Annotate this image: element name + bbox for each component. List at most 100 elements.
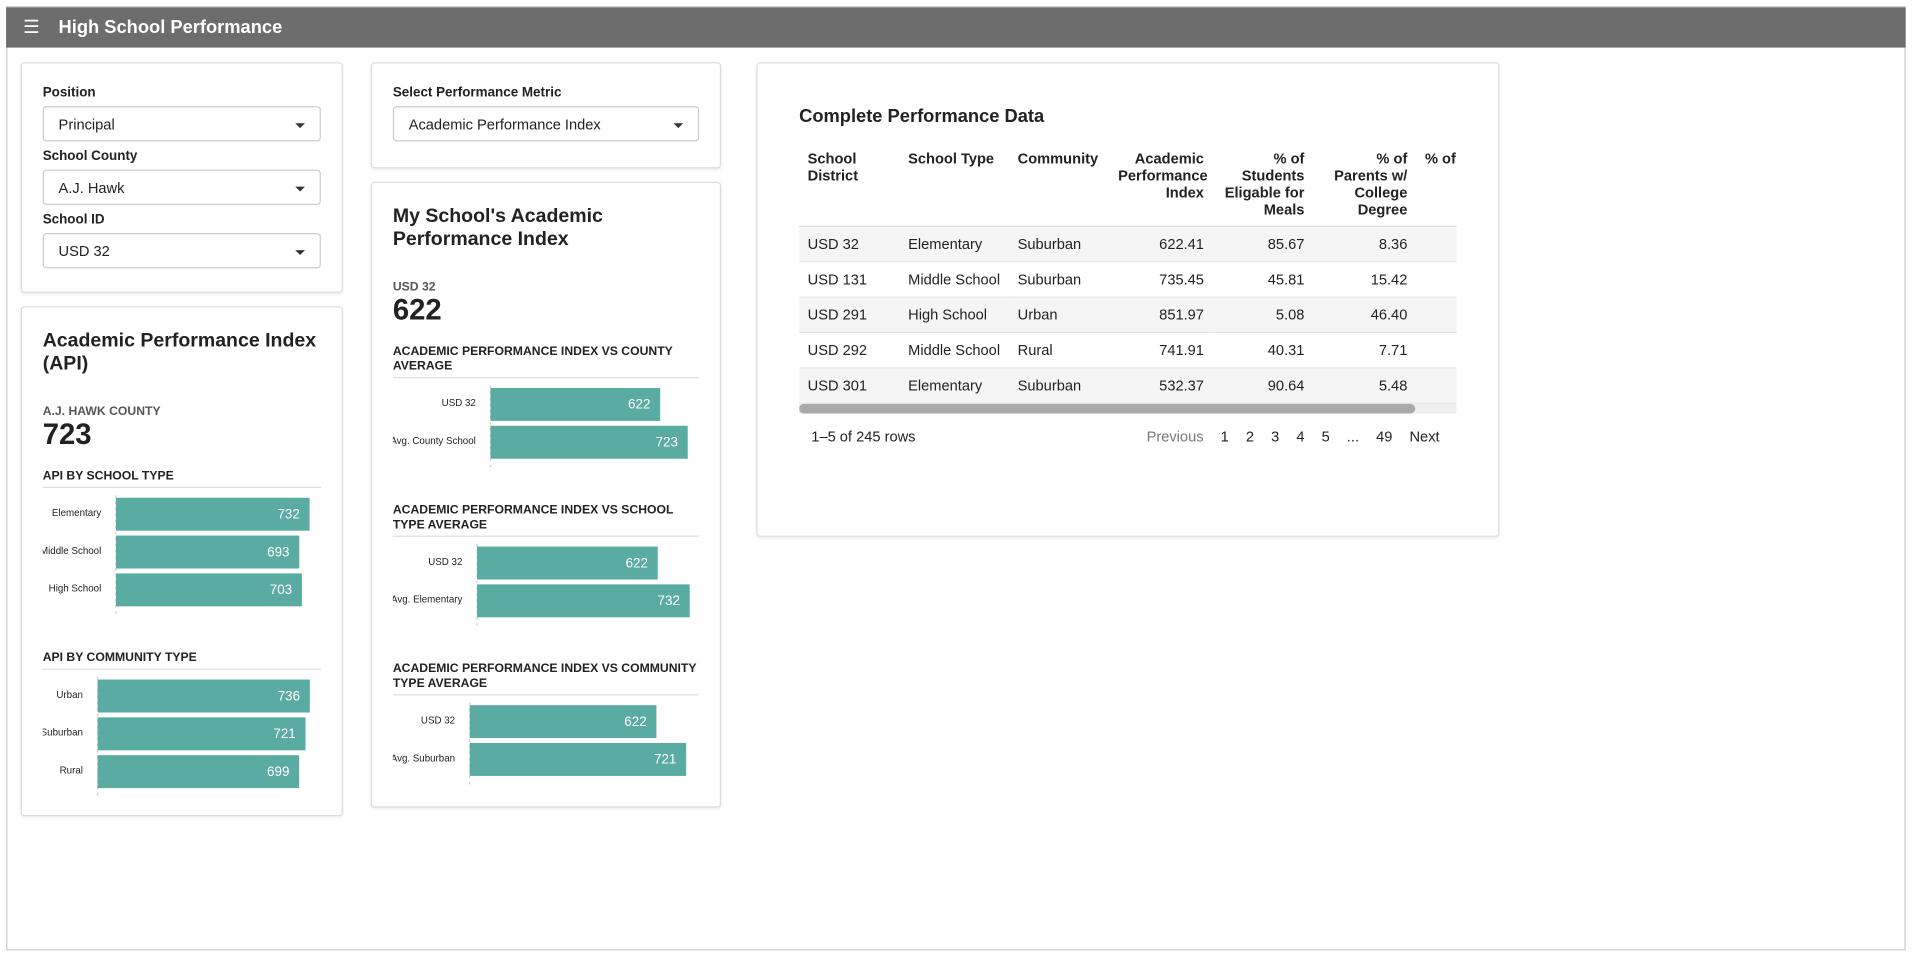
table-row: USD 292 Middle School Rural 741.91 40.31 7.71 xyxy=(799,332,1457,369)
category-label: Suburban xyxy=(43,728,83,739)
bar xyxy=(469,705,657,739)
value-label: 732 xyxy=(277,507,299,522)
card-sublabel: USD 32 xyxy=(392,280,436,295)
chart-title: ACADEMIC PERFORMANCE INDEX VS COMMUNITY … xyxy=(392,662,700,696)
table-cell: 532.37 xyxy=(1109,367,1213,404)
page-link[interactable]: 1 xyxy=(1220,428,1229,446)
column-header: Community xyxy=(1009,142,1110,227)
table-cell: 851.97 xyxy=(1109,297,1213,334)
table-cell: Elementary xyxy=(899,367,1010,404)
bar xyxy=(115,497,310,531)
data-table: School District School Type Community Acade… xyxy=(799,142,1457,404)
chart-title: API BY SCHOOL TYPE xyxy=(42,470,321,488)
table-cell: Suburban xyxy=(1009,226,1110,263)
bar xyxy=(97,717,306,751)
row-info: 1–5 of 245 rows xyxy=(811,428,916,446)
page-link[interactable]: Previous xyxy=(1146,428,1204,446)
page-link[interactable]: Next xyxy=(1409,428,1440,446)
value-label: 723 xyxy=(656,435,678,450)
header-row: School District School Type Community Acade… xyxy=(799,142,1457,227)
bar xyxy=(490,425,688,459)
table-cell: 5.48 xyxy=(1312,367,1416,404)
chart-title: ACADEMIC PERFORMANCE INDEX VS SCHOOL TYP… xyxy=(392,504,700,537)
bar xyxy=(97,755,300,789)
column-header: % of Students Eligable for Meals xyxy=(1212,142,1313,227)
menu-icon[interactable]: ☰ xyxy=(23,17,40,38)
table-cell: USD 131 xyxy=(799,261,900,298)
category-label: USD 32 xyxy=(421,715,455,726)
table-cell-empty xyxy=(1415,261,1457,298)
page-link[interactable]: ... xyxy=(1346,428,1360,446)
table-cell: 5.08 xyxy=(1212,297,1313,334)
table-cell: 741.91 xyxy=(1109,332,1213,369)
page-link[interactable]: 49 xyxy=(1376,428,1393,446)
table-cell: 46.40 xyxy=(1312,297,1416,334)
table-footer: 1–5 of 245 rows Previous 1 2 3 4 5... 49 Next xyxy=(799,428,1457,445)
table-cell-empty xyxy=(1415,332,1457,369)
card-value: 723 xyxy=(42,418,92,452)
table-cell: Middle School xyxy=(899,261,1010,298)
table-cell-empty xyxy=(1415,367,1457,404)
value-label: 721 xyxy=(273,726,295,741)
card-sublabel: A.J. HAWK COUNTY xyxy=(42,405,161,419)
filter-select[interactable]: USD 32 xyxy=(42,233,321,269)
page-link[interactable]: 4 xyxy=(1296,428,1305,446)
table-cell: 90.64 xyxy=(1212,367,1313,404)
chart-title: API BY COMMUNITY TYPE xyxy=(42,651,321,670)
page-link[interactable]: 3 xyxy=(1271,428,1280,446)
column-header: Academic Performance Index xyxy=(1109,142,1213,227)
county-card: Academic Performance Index (API) A.J. HAW… xyxy=(20,306,343,817)
bar xyxy=(97,679,310,713)
table-cell: Suburban xyxy=(1009,261,1110,298)
pagination: Previous 1 2 3 4 5... 49 Next xyxy=(1129,428,1440,446)
chart: USD 32 622 Avg. Elementary 732 xyxy=(391,544,690,628)
bar xyxy=(477,546,658,580)
page-link[interactable]: 2 xyxy=(1245,428,1255,446)
table-cell: USD 291 xyxy=(799,297,900,334)
metric-card: Select Performance Metric Academic Perfo… xyxy=(370,62,722,169)
chart: USD 32 622 Avg. Suburban 721 xyxy=(391,702,687,786)
value-label: 721 xyxy=(654,752,676,767)
category-label: Avg. County School xyxy=(393,436,476,447)
metric-label: Select Performance Metric xyxy=(392,85,562,101)
scrollbar-track xyxy=(799,403,1457,414)
table-cell: Suburban xyxy=(1009,367,1110,404)
value-label: 736 xyxy=(278,688,300,703)
filter-card: Position Principal School County A.J. Hawk S… xyxy=(20,62,343,293)
page-link[interactable]: 5 xyxy=(1321,428,1330,446)
column-header: % of Qualified Teachers xyxy=(1415,142,1457,227)
table-cell: USD 292 xyxy=(799,332,900,369)
chart: Urban 736 Suburban 721 Rural 699 xyxy=(41,677,310,798)
category-label: Elementary xyxy=(52,508,101,519)
category-label: Avg. Suburban xyxy=(393,753,455,764)
table-cell: 735.45 xyxy=(1109,261,1213,298)
table-cell: Urban xyxy=(1009,297,1110,334)
value-label: 703 xyxy=(270,582,292,597)
column-header: % of Parents w/ College Degree xyxy=(1312,142,1416,227)
scrollbar-thumb[interactable] xyxy=(799,403,1416,414)
category-label: USD 32 xyxy=(428,557,462,568)
app-title: High School Performance xyxy=(58,17,283,38)
value-label: 699 xyxy=(267,764,289,779)
table-cell: 45.81 xyxy=(1212,261,1313,298)
value-label: 693 xyxy=(267,544,289,559)
filter-label: School ID xyxy=(42,212,105,227)
table-cell-empty xyxy=(1415,297,1457,334)
filter-select[interactable]: Principal xyxy=(42,106,321,142)
metric-select[interactable]: Academic Performance Index xyxy=(392,106,700,142)
table-card: Complete Performance Data School Distric… xyxy=(756,62,1500,537)
table-cell: 40.31 xyxy=(1212,332,1313,369)
table-row: USD 291 High School Urban 851.97 5.08 46.40 xyxy=(799,297,1457,334)
bar xyxy=(477,584,690,618)
value-label: 622 xyxy=(624,714,646,729)
column-header: School District xyxy=(799,142,900,227)
filter-label: School County xyxy=(42,148,138,164)
filter-select[interactable]: A.J. Hawk xyxy=(42,169,321,205)
table-cell: USD 32 xyxy=(799,226,900,263)
table-cell: Elementary xyxy=(899,226,1010,263)
value-label: 622 xyxy=(626,555,648,570)
table-cell: Rural xyxy=(1009,332,1110,369)
bar xyxy=(469,742,687,776)
